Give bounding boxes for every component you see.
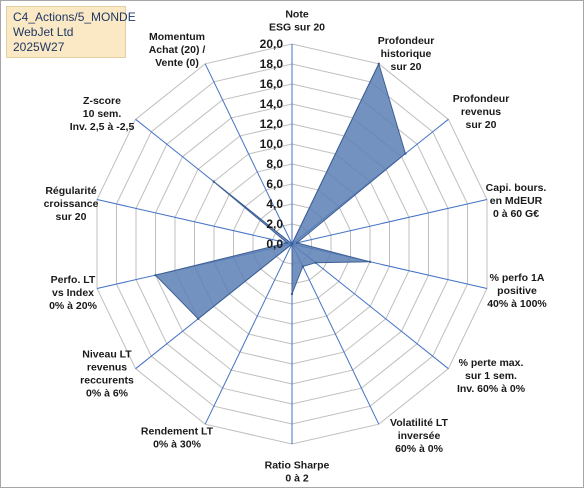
axis-label-line: 0% à 6%	[86, 388, 129, 400]
r-tick-label: 12,0	[260, 117, 284, 131]
axis-spoke	[96, 199, 293, 245]
axis-label-line: en MdEUR	[490, 195, 543, 207]
axis-label-line: 0 à 60 G€	[493, 208, 539, 220]
axis-label-line: 0% à 20%	[49, 300, 98, 312]
axis-label-line: sur 1 sem.	[465, 370, 517, 382]
axis-label-line: sur 20	[391, 61, 422, 73]
data-point	[285, 241, 289, 245]
data-point	[212, 180, 215, 183]
axis-label-line: sur 20	[56, 211, 87, 223]
axis-label: Momentum Achat (20) / Vente (0)	[149, 31, 206, 69]
axis-label-line: Achat (20) /	[149, 44, 206, 56]
r-tick-label: 4,0	[266, 197, 283, 211]
data-point	[154, 274, 157, 277]
axis-label-line: sur 20	[466, 119, 497, 131]
axis-label-line: Niveau LT	[82, 349, 132, 361]
axis-label: Profondeur revenus sur 20	[453, 93, 510, 131]
axis-label-line: historique	[381, 48, 432, 60]
axis-label-line: croissance	[44, 198, 99, 210]
data-point	[368, 260, 372, 263]
axis-label-line: 60% à 0%	[395, 443, 444, 455]
title-line-company: WebJet Ltd	[13, 25, 74, 39]
data-point	[197, 317, 200, 320]
axis-label-line: 10 sem.	[83, 108, 122, 120]
axis-label: % perte max. sur 1 sem. Inv. 60% à 0%	[457, 357, 526, 395]
data-point	[290, 292, 294, 296]
axis-label-line: Profondeur	[453, 93, 510, 105]
axis-label: Volatilité LT inversée 60% à 0%	[390, 417, 449, 455]
axis-label-line: Rendement LT	[141, 426, 214, 438]
r-tick-label: 8,0	[266, 157, 283, 171]
axis-label: Ratio Sharpe 0 à 2	[265, 460, 330, 485]
axis-label-line: Régularité	[45, 185, 97, 197]
data-point	[301, 265, 304, 268]
axis-label-line: Z-score	[83, 95, 121, 107]
axis-label-line: % perfo 1A	[490, 272, 545, 284]
title-line-week: 2025W27	[13, 40, 65, 54]
axis-label: Régularité croissance sur 20	[44, 185, 99, 223]
axis-label: Note ESG sur 20	[269, 9, 325, 34]
r-tick-label: 16,0	[260, 77, 284, 91]
title-box: C4_Actions/5_MONDE WebJet Ltd 2025W27	[6, 6, 136, 58]
r-tick-label: 10,0	[260, 137, 284, 151]
data-area	[154, 62, 406, 320]
axis-label: Rendement LT 0% à 30%	[141, 426, 214, 451]
axis-label: Capi. bours. en MdEUR 0 à 60 G€	[486, 182, 547, 220]
axis-label-line: revenus	[461, 106, 501, 118]
r-tick-label: 20,0	[260, 37, 284, 51]
axis-label: % perfo 1A positive 40% à 100%	[487, 272, 547, 310]
r-tick-label: 0,0	[266, 237, 283, 251]
data-point	[290, 242, 294, 246]
axis-label-line: Inv. 2,5 à -2,5	[70, 121, 135, 133]
axis-spoke	[204, 63, 293, 245]
r-tick-label: 18,0	[260, 57, 284, 71]
axis-label-line: positive	[497, 285, 537, 297]
axis-label: Z-score 10 sem. Inv. 2,5 à -2,5	[70, 95, 135, 133]
axis-label-line: Note	[285, 9, 308, 21]
axis-label-line: inversée	[398, 430, 441, 442]
axis-spoke	[291, 199, 488, 245]
axis-label-line: ESG sur 20	[269, 22, 325, 34]
axis-label-line: Inv. 60% à 0%	[457, 383, 526, 395]
axis-label-line: % perte max.	[459, 357, 524, 369]
axis-label: Profondeur historique sur 20	[378, 35, 435, 73]
axis-label-line: revenus	[87, 362, 127, 374]
axis-label-line: Profondeur	[378, 35, 435, 47]
axis-spoke	[291, 243, 380, 425]
axis-label: Perfo. LT vs Index 0% à 20%	[49, 274, 98, 312]
axis-label-line: 40% à 100%	[487, 298, 547, 310]
axis-label-line: Momentum	[149, 31, 205, 43]
axis-label: Niveau LT revenus reccurents 0% à 6%	[80, 349, 134, 400]
axis-label-line: Perfo. LT	[51, 274, 96, 286]
axis-label-line: Vente (0)	[155, 57, 199, 69]
axis-label-line: Ratio Sharpe	[265, 460, 330, 472]
axis-spoke	[204, 243, 293, 425]
data-point	[404, 152, 407, 155]
data-point	[314, 261, 317, 264]
axis-spoke	[291, 243, 449, 370]
r-tick-label: 6,0	[266, 177, 283, 191]
axis-label-line: Capi. bours.	[486, 182, 547, 194]
r-tick-label: 2,0	[266, 217, 283, 231]
data-point	[377, 62, 380, 65]
axis-label-line: 0 à 2	[285, 473, 309, 485]
title-line-market: C4_Actions/5_MONDE	[13, 10, 136, 24]
r-tick-label: 14,0	[260, 97, 284, 111]
axis-label-line: vs Index	[52, 287, 94, 299]
axis-label-line: reccurents	[80, 375, 134, 387]
axis-label-line: Volatilité LT	[390, 417, 449, 429]
data-point	[295, 241, 299, 245]
axis-label-line: 0% à 30%	[153, 439, 202, 451]
